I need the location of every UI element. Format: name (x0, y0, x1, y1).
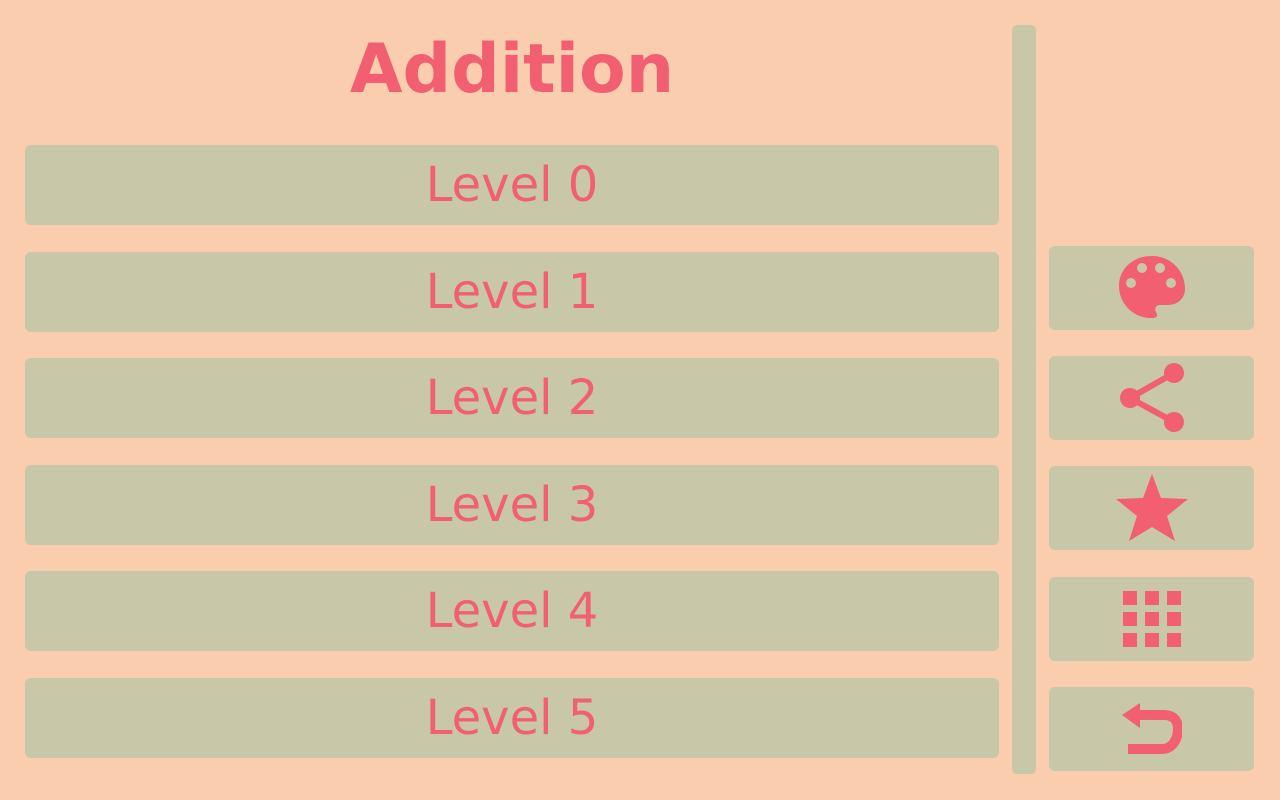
back-icon (1121, 703, 1182, 755)
theme-button[interactable] (1049, 246, 1254, 330)
level-3-button[interactable]: Level 3 (25, 465, 999, 545)
grid-icon (1122, 591, 1181, 647)
palette-icon (1118, 255, 1186, 321)
rate-button[interactable] (1049, 466, 1254, 550)
level-1-button[interactable]: Level 1 (25, 252, 999, 332)
level-2-button[interactable]: Level 2 (25, 358, 999, 438)
levels-grid-button[interactable] (1049, 577, 1254, 661)
share-button[interactable] (1049, 356, 1254, 440)
level-5-button[interactable]: Level 5 (25, 678, 999, 758)
share-icon (1119, 362, 1185, 434)
scrollbar[interactable] (1012, 25, 1036, 774)
back-button[interactable] (1049, 687, 1254, 771)
level-4-button[interactable]: Level 4 (25, 571, 999, 651)
page-title: Addition (349, 30, 675, 109)
star-icon (1115, 474, 1188, 542)
level-0-button[interactable]: Level 0 (25, 145, 999, 225)
